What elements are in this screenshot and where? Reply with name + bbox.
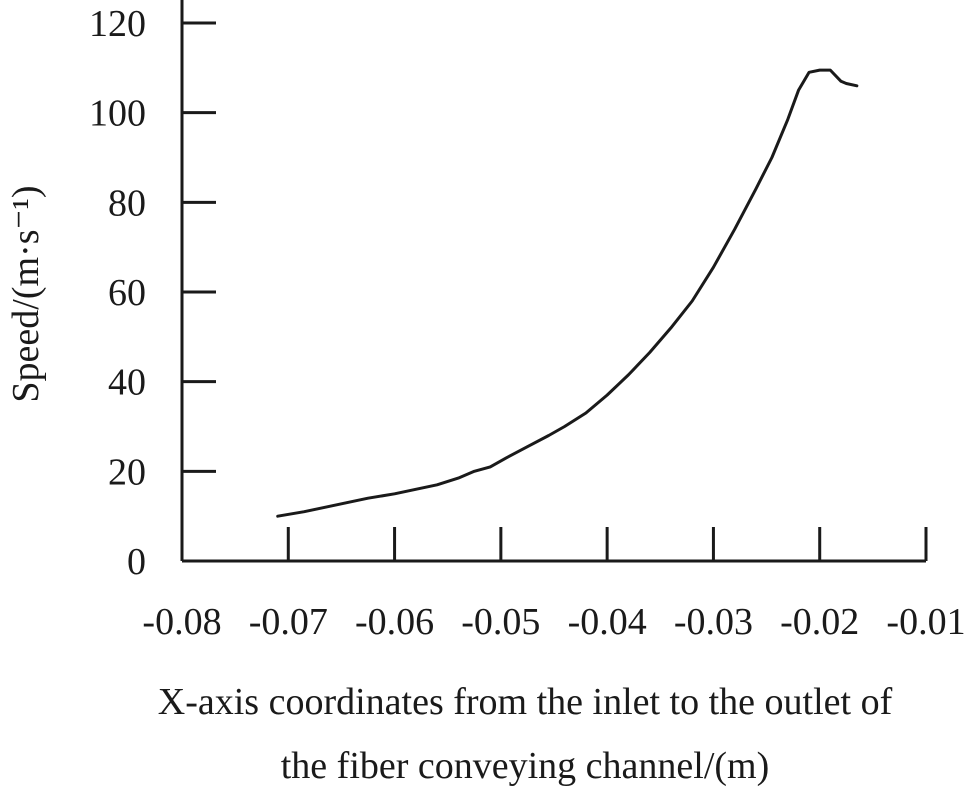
x-ticks [286, 527, 928, 561]
speed-series-line [276, 68, 859, 518]
y-tick-label: 0 [127, 541, 146, 583]
x-tick-label: -0.04 [568, 601, 647, 643]
x-tick-labels: -0.08 -0.07 -0.06 -0.05 -0.04 -0.03 -0.02 -0.01 [142, 601, 964, 643]
y-axis-title: Speed/(m·s⁻¹) [5, 185, 47, 402]
y-tick-label: 80 [108, 182, 146, 224]
x-tick-label: -0.03 [674, 601, 753, 643]
y-tick-label: 120 [89, 3, 146, 45]
y-tick-label: 20 [108, 451, 146, 493]
y-tick-label: 60 [108, 272, 146, 314]
x-axis-title-line-1: X-axis coordinates from the inlet to the… [158, 681, 893, 723]
y-tick-label: 100 [89, 93, 146, 135]
y-ticks [182, 21, 216, 473]
y-tick-labels: 0 20 40 60 80 100 120 [89, 3, 146, 583]
x-axis-title-line-2: the fiber conveying channel/(m) [281, 745, 770, 787]
x-tick-label: -0.05 [461, 601, 540, 643]
y-tick-label: 40 [108, 362, 146, 404]
x-tick-label: -0.01 [886, 601, 964, 643]
x-tick-label: -0.07 [249, 601, 328, 643]
x-tick-label: -0.08 [142, 601, 221, 643]
x-tick-label: -0.02 [780, 601, 859, 643]
x-tick-label: -0.06 [355, 601, 434, 643]
